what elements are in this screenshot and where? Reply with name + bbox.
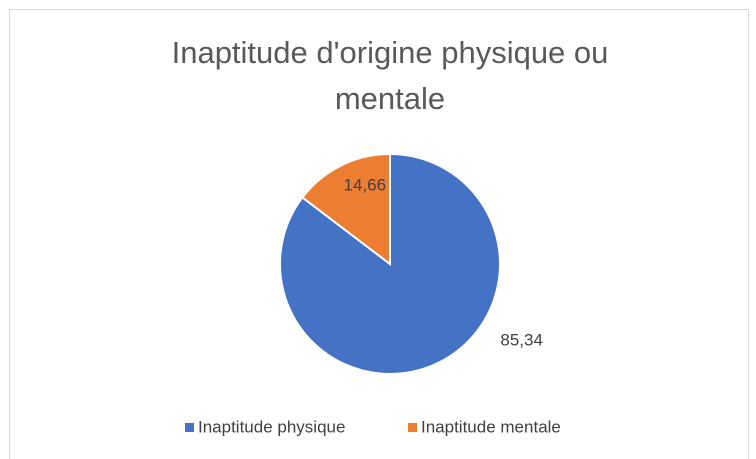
legend-label: Inaptitude physique [198, 417, 345, 436]
data-label: 14,66 [344, 176, 387, 195]
chart-frame [9, 9, 749, 459]
legend-label: Inaptitude mentale [421, 417, 561, 436]
legend-swatch [185, 423, 194, 432]
pie-slice [301, 152, 391, 267]
legend-swatch [408, 423, 417, 432]
data-label: 85,34 [500, 330, 543, 349]
chart-title: Inaptitude d'origine physique ou mentale [171, 35, 609, 116]
